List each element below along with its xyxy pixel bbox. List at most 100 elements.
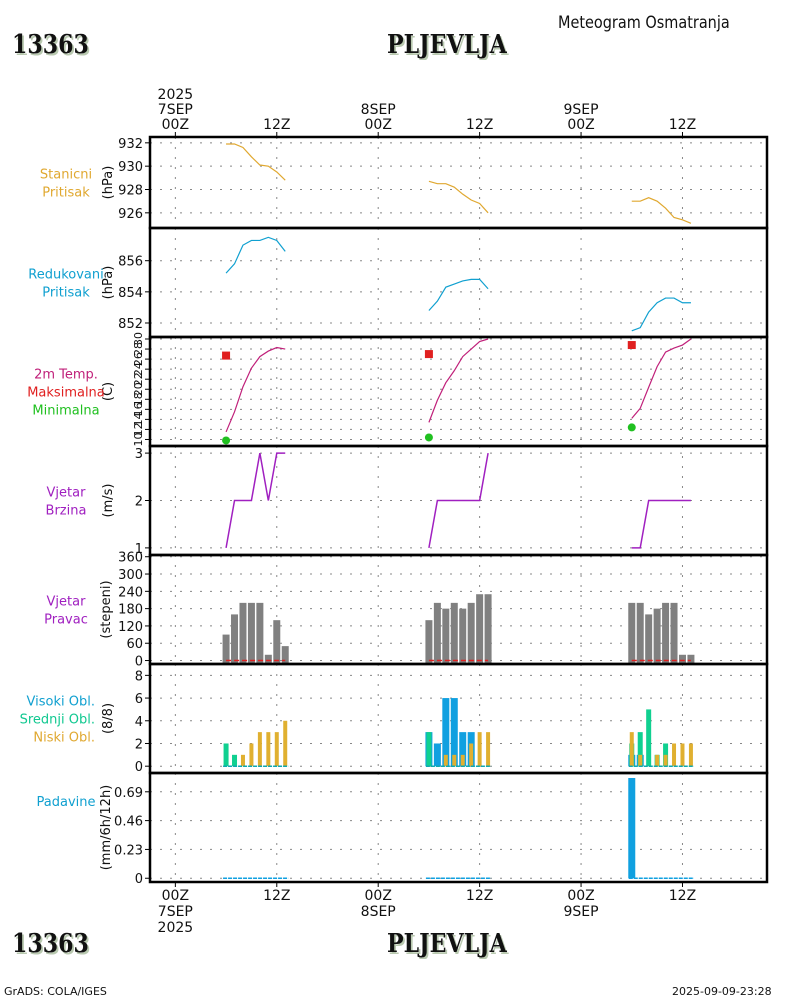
wind-direction-bar (484, 594, 492, 664)
y-tick-label: 0.46 (114, 815, 143, 830)
wind-direction-bar (222, 634, 230, 664)
min-temp-marker (424, 433, 433, 442)
panel-label: Vjetar (47, 486, 87, 501)
wind-direction-bar (256, 602, 264, 664)
cloud-bar-srednji (232, 754, 238, 767)
cloud-bar-srednji (223, 743, 229, 767)
x-tick-label-bottom: 9SEP (564, 904, 599, 920)
y-tick-label: 2 (135, 737, 143, 752)
panel-label: Visoki Obl. (27, 695, 95, 710)
series-line (428, 338, 489, 423)
y-tick-label: 24 (132, 362, 145, 376)
panel-station-pressure (145, 135, 769, 230)
y-axis-label: (8/8) (101, 703, 116, 734)
y-tick-label: 4 (135, 715, 143, 730)
panel-frame (148, 335, 769, 448)
panel-label: Srednji Obl. (20, 713, 95, 728)
y-tick-label: 8 (135, 669, 143, 684)
station-id-bottom: 13363 (12, 929, 89, 959)
cloud-bar-niski (266, 732, 271, 767)
wind-direction-bar (247, 602, 255, 664)
x-tick-label-top: 2025 (158, 87, 194, 103)
wind-direction-bar (281, 646, 289, 664)
credit-label: GrADS: COLA/IGES (4, 985, 107, 998)
y-axis-label: (m/s) (101, 484, 116, 518)
series-line (631, 338, 692, 419)
series-line (631, 499, 691, 549)
x-tick-label-top: 00Z (162, 117, 189, 133)
timestamp-label: 2025-09-09-23:28 (672, 985, 772, 998)
cloud-bar-visoki (459, 732, 467, 767)
panel-label: Padavine (37, 795, 96, 810)
precip-bar (628, 778, 636, 879)
cloud-bar-srednji (637, 732, 643, 767)
panel-label: Pritisak (42, 286, 90, 301)
y-tick-label: 180 (118, 603, 143, 618)
y-tick-label: 1 (135, 542, 143, 557)
y-tick-label: 0.23 (114, 843, 143, 858)
y-tick-label: 6 (135, 692, 143, 707)
x-tick-label-bottom: 00Z (162, 888, 189, 904)
y-tick-label: 60 (126, 637, 143, 652)
series-line (631, 197, 692, 224)
panel-frame (148, 135, 769, 230)
wind-direction-bar (264, 654, 272, 664)
wind-direction-bar (645, 614, 653, 664)
max-temp-marker (424, 350, 433, 359)
x-tick-label-top: 12Z (263, 117, 290, 133)
cloud-bar-niski (486, 732, 491, 767)
x-tick-label-bottom: 12Z (466, 888, 493, 904)
cloud-bar-niski (249, 743, 254, 767)
panel-reduced-pressure (145, 226, 769, 339)
y-tick-label: 3 (135, 447, 143, 462)
series-line (428, 278, 489, 311)
y-tick-label: 852 (118, 317, 143, 332)
panel-label: Stanicni (40, 168, 92, 183)
y-tick-label: 932 (118, 137, 143, 152)
panel-wind-direction (145, 553, 769, 666)
panel-wind-speed (145, 444, 769, 557)
y-axis-label: (hPa) (101, 166, 116, 200)
x-tick-label-top: 00Z (567, 117, 594, 133)
cloud-bar-niski (655, 754, 660, 767)
wind-direction-bar (450, 602, 458, 664)
cloud-bar-niski (443, 754, 448, 767)
y-tick-label: 2 (135, 495, 143, 510)
y-tick-label: 0.69 (114, 786, 143, 801)
panel-frame (148, 771, 769, 884)
station-name-top: PLJEVLJA (387, 30, 507, 60)
cloud-bar-niski (663, 754, 668, 767)
cloud-bar-niski (688, 743, 693, 767)
y-tick-label: 30 (132, 332, 145, 346)
y-axis-label: (stepeni) (99, 580, 114, 638)
x-tick-label-bottom: 12Z (669, 888, 696, 904)
y-tick-label: 22 (132, 372, 145, 386)
x-tick-label-bottom: 00Z (365, 888, 392, 904)
wind-direction-bar (662, 602, 670, 664)
y-tick-label: 16 (132, 402, 145, 416)
panel-label: Brzina (46, 504, 87, 519)
wind-direction-bar (442, 608, 450, 664)
x-tick-label-bottom: 00Z (567, 888, 594, 904)
max-temp-marker (627, 341, 636, 350)
max-temp-marker (222, 351, 231, 360)
wind-direction-bar (653, 608, 661, 664)
panel-cloud-cover (145, 662, 769, 775)
y-tick-label: 856 (118, 255, 143, 270)
y-axis-label: (hPa) (101, 266, 116, 300)
station-id-top: 13363 (12, 30, 89, 60)
series-line (226, 143, 286, 181)
x-tick-label-bottom: 2025 (158, 920, 194, 936)
y-tick-label: 928 (118, 184, 143, 199)
y-tick-label: 12 (132, 422, 145, 436)
cloud-bar-niski (460, 754, 465, 767)
series-line (225, 236, 286, 274)
x-tick-label-top: 7SEP (158, 102, 193, 118)
wind-direction-bar (636, 602, 644, 664)
cloud-bar-niski (629, 732, 634, 767)
y-tick-label: 28 (132, 342, 145, 356)
wind-direction-bar (239, 602, 247, 664)
x-tick-label-bottom: 12Z (263, 888, 290, 904)
y-tick-label: 0 (135, 872, 143, 887)
